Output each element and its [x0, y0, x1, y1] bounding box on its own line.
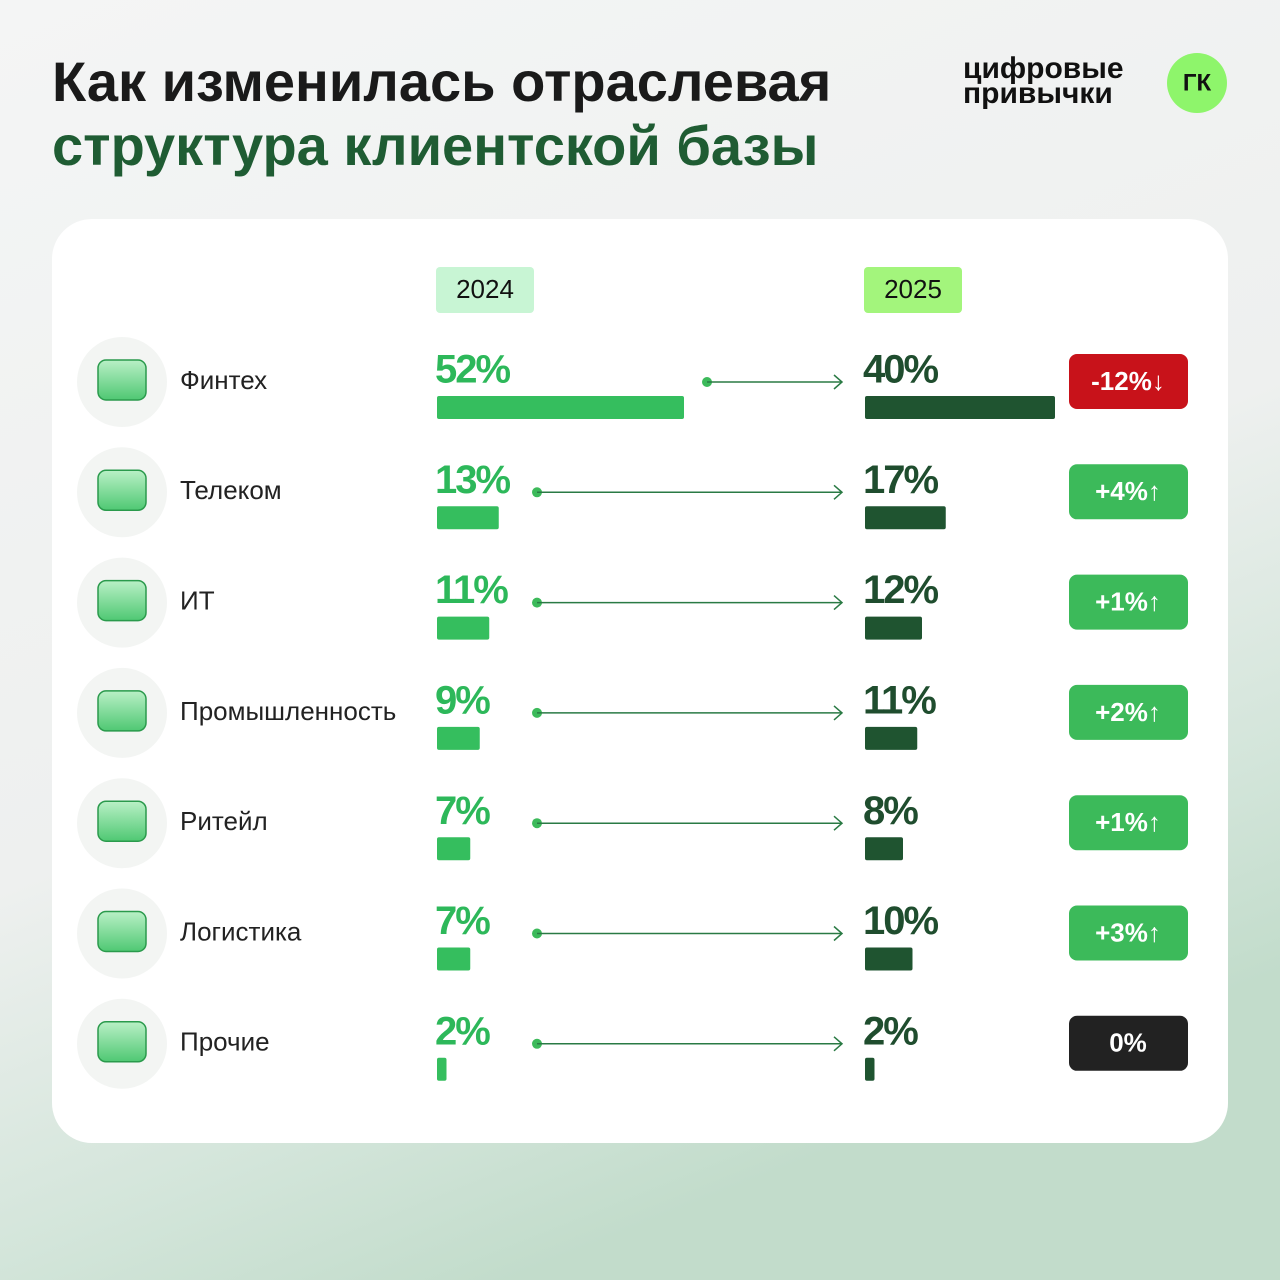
arrow-head — [833, 484, 844, 500]
change-badge — [1069, 795, 1188, 851]
category-label: Логистика — [180, 916, 302, 946]
change-badge — [1069, 354, 1188, 409]
value-label: 52% — [435, 348, 510, 392]
icon — [97, 800, 147, 842]
change-label: +1%↑ — [1095, 807, 1161, 837]
value-label: 7% — [435, 899, 490, 943]
legend-badge — [864, 267, 962, 313]
change-label: -12%↓ — [1091, 366, 1165, 396]
value-label: 10% — [863, 899, 938, 943]
icon — [97, 910, 147, 953]
change-label: +4%↑ — [1095, 476, 1161, 506]
change-label: +2%↑ — [1095, 697, 1161, 727]
value-label: 2% — [435, 1009, 490, 1053]
change-badge — [1069, 684, 1188, 740]
category-label: ИТ — [180, 585, 215, 615]
change-label: 0% — [1109, 1028, 1147, 1058]
title-line: структура клиентской базы — [52, 114, 818, 177]
bar — [865, 396, 1055, 419]
bar — [865, 837, 903, 861]
arrow-head — [833, 925, 844, 942]
icon — [97, 579, 147, 622]
brand-badge — [1167, 53, 1227, 113]
category-label: Прочие — [180, 1027, 270, 1057]
arrow-head — [833, 815, 844, 831]
brand-badge-text: ГК — [1183, 69, 1212, 96]
value-label: 2% — [863, 1009, 918, 1053]
value-label: 9% — [435, 678, 490, 722]
arrow-head — [833, 1036, 844, 1052]
value-label: 11% — [863, 678, 936, 722]
category-label: Финтех — [180, 365, 267, 395]
value-label: 11% — [435, 568, 508, 612]
bar — [437, 726, 480, 750]
change-badge — [1069, 1015, 1188, 1071]
arrow-head — [833, 595, 844, 611]
change-badge — [1069, 905, 1188, 961]
value-label: 12% — [863, 568, 938, 612]
brand-name: цифровые — [963, 52, 1124, 85]
brand-name: привычки — [963, 77, 1113, 110]
value-label: 40% — [863, 348, 938, 392]
icon — [97, 469, 147, 512]
card — [52, 219, 1228, 1143]
value-label: 17% — [863, 458, 938, 502]
bar — [437, 1057, 447, 1081]
value-label: 7% — [435, 789, 490, 833]
category-label: Промышленность — [180, 696, 396, 726]
legend-label: 2025 — [884, 274, 942, 304]
title-line: Как изменилась отраслевая — [52, 50, 831, 113]
value-label: 8% — [863, 789, 918, 833]
arrow-head — [833, 374, 844, 390]
bar — [865, 1057, 875, 1081]
icon — [97, 690, 147, 732]
legend-label: 2024 — [456, 274, 514, 304]
change-badge — [1069, 464, 1188, 520]
icon — [97, 1021, 147, 1063]
category-label: Ритейл — [180, 806, 268, 836]
arrow-head — [833, 705, 844, 721]
bar — [865, 506, 946, 530]
bar — [865, 616, 922, 640]
change-label: +3%↑ — [1095, 917, 1161, 947]
legend-badge — [436, 267, 534, 313]
change-badge — [1069, 574, 1188, 630]
bar — [437, 947, 471, 971]
bar — [865, 726, 918, 750]
bar — [437, 396, 684, 419]
value-label: 13% — [435, 458, 510, 502]
change-label: +1%↑ — [1095, 586, 1161, 616]
category-label: Телеком — [180, 475, 282, 505]
bar — [437, 837, 471, 861]
bar — [865, 947, 913, 971]
icon — [97, 359, 147, 401]
bar — [437, 616, 490, 640]
bar — [437, 506, 499, 530]
